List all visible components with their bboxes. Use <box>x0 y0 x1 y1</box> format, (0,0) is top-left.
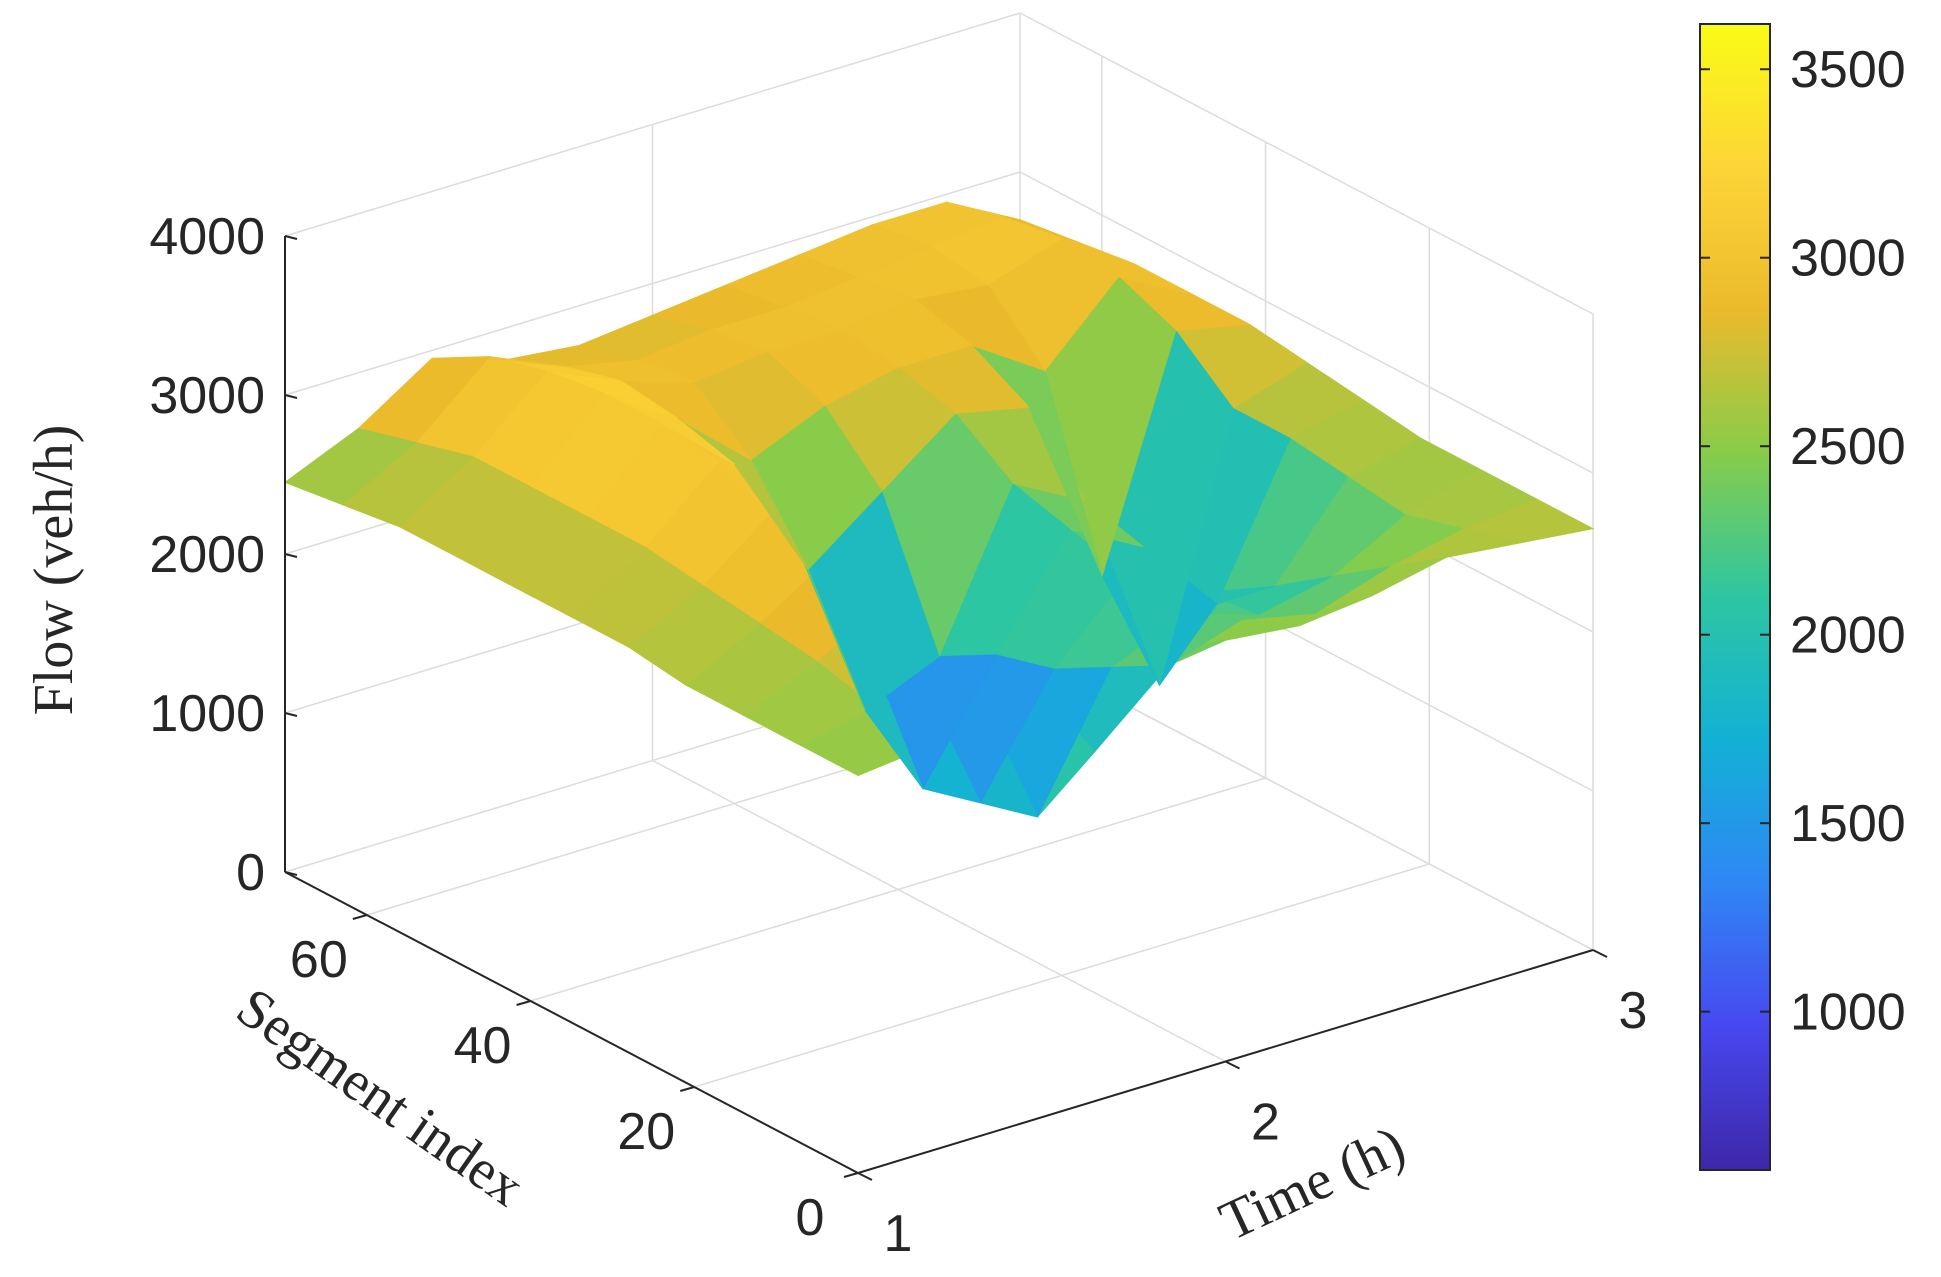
y-tick <box>516 1000 531 1006</box>
grid-line <box>694 863 1430 1088</box>
x-axis-title: Time (h) <box>1211 1114 1414 1253</box>
z-tick <box>284 553 298 558</box>
y-axis-line <box>284 871 859 1174</box>
x-tick-label: 2 <box>1251 1094 1280 1152</box>
colorbar-gradient <box>1699 23 1771 1171</box>
colorbar-tick-label: 3500 <box>1790 41 1906 99</box>
x-tick-label: 1 <box>884 1205 913 1263</box>
colorbar-ticks: 1000 1500 2000 2500 3000 3500 <box>1700 41 1906 1042</box>
axes-layer: 0 1000 2000 3000 4000 0 20 40 60 1 2 3 <box>149 208 1647 1263</box>
x-tick <box>1225 1060 1240 1070</box>
x-tick <box>857 1172 873 1181</box>
colorbar-tick-label: 1500 <box>1790 795 1906 853</box>
grid-line <box>1019 12 1594 315</box>
surface-patch <box>283 427 417 506</box>
y-tick-label: 40 <box>454 1017 512 1075</box>
z-tick <box>284 712 298 717</box>
y-tick-label: 20 <box>617 1103 675 1161</box>
grid-line <box>652 759 1226 1063</box>
colorbar-tick-label: 2500 <box>1790 418 1906 476</box>
y-axis-title: Segment index <box>226 976 535 1219</box>
x-tick <box>1592 949 1608 958</box>
z-tick-label: 3000 <box>149 367 265 425</box>
y-tick-label: 60 <box>290 931 348 989</box>
colorbar-tick-label: 2000 <box>1790 607 1906 665</box>
z-axis-title: Flow (veh/h) <box>23 425 85 716</box>
grid-line <box>530 777 1266 1002</box>
z-tick-label: 2000 <box>149 526 265 584</box>
x-tick-label: 3 <box>1619 982 1648 1040</box>
z-tick <box>284 394 298 399</box>
z-tick-label: 1000 <box>149 685 265 743</box>
colorbar-tick-label: 3000 <box>1790 230 1906 288</box>
surface-layer <box>283 201 1595 818</box>
z-tick-label: 0 <box>236 844 265 902</box>
colorbar: 1000 1500 2000 2500 3000 3500 <box>1699 23 1906 1171</box>
y-tick <box>843 1172 859 1178</box>
z-tick <box>284 235 298 240</box>
colorbar-tick-label: 1000 <box>1790 984 1906 1042</box>
grid-line <box>1019 171 1594 474</box>
y-tick <box>680 1086 695 1092</box>
y-tick-label: 0 <box>796 1189 825 1247</box>
y-tick <box>352 914 368 920</box>
z-tick-label: 4000 <box>149 208 265 266</box>
